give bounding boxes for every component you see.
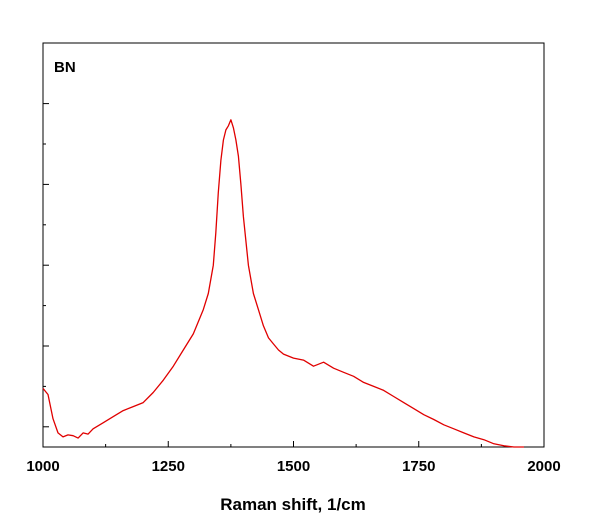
x-axis-title: Raman shift, 1/cm (220, 495, 366, 514)
x-tick-label: 1250 (152, 458, 185, 475)
series-layer (42, 119, 524, 448)
x-tick-label: 2000 (527, 458, 560, 475)
plot-area (42, 42, 545, 448)
x-tick-label: 1000 (26, 458, 59, 475)
x-tick-label: 1750 (402, 458, 435, 475)
plot-frame (42, 42, 545, 448)
sample-annotation: BN (54, 59, 76, 76)
y-axis-ticks (43, 103, 49, 428)
x-tick-label: 1500 (277, 458, 310, 475)
x-axis-ticks: 1000 1250 1500 1750 2000 (26, 441, 561, 475)
spectrum-line (42, 119, 524, 448)
